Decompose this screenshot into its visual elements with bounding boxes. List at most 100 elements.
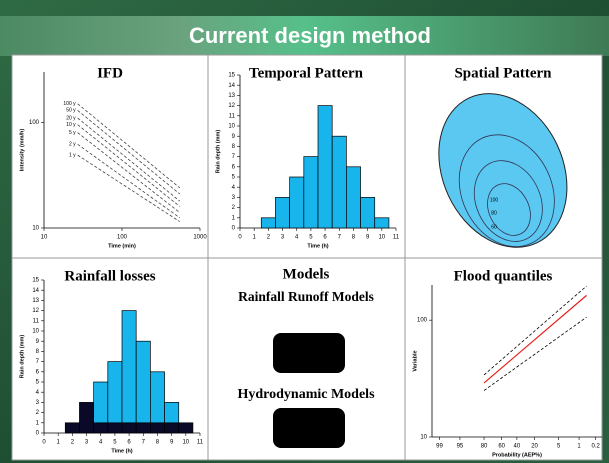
x-tick-label: 5 — [113, 440, 117, 446]
contour-map — [438, 93, 568, 248]
panel-title: Rainfall losses — [64, 268, 155, 284]
x-tick-label: 2 — [267, 235, 271, 241]
y-tick-label: 12 — [32, 308, 39, 314]
bar — [374, 217, 390, 229]
bar — [346, 166, 361, 229]
series-line — [77, 154, 180, 222]
bar — [178, 422, 194, 434]
bar — [107, 361, 123, 424]
x-tick-label: 11 — [197, 440, 204, 446]
bar — [93, 381, 109, 424]
x-tick-label: 7 — [338, 235, 342, 241]
x-tick-label: 11 — [393, 235, 400, 241]
x-tick-label: 100 — [117, 235, 128, 241]
bar — [150, 371, 165, 424]
y-tick-label: 6 — [36, 369, 40, 375]
x-axis-title: Probability (AEP%) — [492, 452, 542, 458]
y-tick-label: 11 — [229, 113, 236, 119]
series-label: 20 y — [66, 115, 76, 121]
series-label: 50 y — [66, 108, 76, 114]
bar — [93, 422, 109, 434]
x-tick-label: 10 — [41, 235, 48, 241]
y-tick-label: 8 — [36, 349, 40, 355]
series-line — [77, 143, 180, 219]
bar — [121, 310, 137, 424]
panel-title: Temporal Pattern — [249, 65, 364, 81]
y-tick-label: 10 — [32, 226, 39, 232]
x-tick-label: 80 — [481, 444, 488, 450]
y-tick-label: 14 — [32, 288, 39, 294]
y-tick-label: 9 — [232, 134, 236, 140]
x-tick-label: 3 — [85, 440, 89, 446]
model-box — [273, 408, 345, 448]
y-tick-label: 100 — [29, 120, 40, 126]
y-tick-label: 2 — [36, 410, 40, 416]
y-tick-label: 100 — [417, 318, 428, 324]
x-tick-label: 6 — [127, 440, 131, 446]
contour-line — [458, 134, 555, 248]
y-tick-label: 5 — [36, 380, 40, 386]
bar — [303, 156, 319, 229]
y-tick-label: 11 — [33, 318, 40, 324]
bar — [317, 105, 333, 229]
y-tick-label: 3 — [36, 400, 40, 406]
x-tick-label: 0.2 — [591, 444, 600, 450]
series-line — [77, 103, 181, 189]
bar — [164, 422, 180, 434]
header-band — [0, 16, 609, 56]
series-line — [483, 316, 587, 391]
x-tick-label: 1 — [57, 440, 61, 446]
bar — [64, 422, 80, 434]
panel-title: Spatial Pattern — [454, 65, 552, 81]
bar — [135, 340, 151, 424]
bar — [135, 422, 151, 434]
y-tick-label: 7 — [36, 359, 40, 365]
bar — [260, 217, 276, 229]
x-tick-label: 95 — [457, 444, 464, 450]
x-tick-label: 40 — [514, 444, 521, 450]
x-tick-label: 6 — [323, 235, 327, 241]
x-tick-label: 20 — [531, 444, 538, 450]
y-tick-label: 5 — [232, 175, 236, 181]
contour-label: 80 — [491, 210, 497, 216]
x-axis-title: Time (h) — [111, 448, 132, 454]
y-tick-label: 1 — [36, 420, 40, 426]
panel-title: Models — [283, 266, 330, 282]
bar — [121, 422, 137, 434]
x-tick-label: 1 — [577, 444, 581, 450]
y-tick-label: 15 — [32, 278, 39, 284]
x-axis-title: Time (h) — [307, 243, 328, 249]
x-tick-label: 1 — [253, 235, 257, 241]
series-line — [483, 285, 587, 376]
bar — [360, 197, 376, 229]
x-tick-label: 8 — [352, 235, 356, 241]
x-tick-label: 4 — [99, 440, 103, 446]
y-tick-label: 1 — [232, 215, 236, 221]
series-label: 1 y — [69, 152, 76, 158]
panel-title: Flood quantiles — [454, 268, 553, 284]
series-label: 5 y — [69, 130, 76, 136]
y-axis-title: Rain depth (mm) — [215, 130, 221, 174]
bar — [150, 422, 165, 434]
y-tick-label: 6 — [232, 164, 236, 170]
x-tick-label: 3 — [281, 235, 285, 241]
x-tick-label: 0 — [238, 235, 242, 241]
x-tick-label: 4 — [295, 235, 299, 241]
bar — [79, 402, 94, 434]
bar — [275, 197, 290, 229]
bar — [164, 402, 180, 424]
x-tick-label: 2 — [71, 440, 75, 446]
x-tick-label: 99 — [436, 444, 443, 450]
model-box — [273, 333, 345, 373]
y-tick-label: 2 — [232, 205, 236, 211]
contour-label: 100 — [490, 197, 499, 203]
y-tick-label: 7 — [232, 154, 236, 160]
x-tick-label: 5 — [309, 235, 313, 241]
contour-label: 60 — [491, 224, 497, 230]
model-label: Rainfall Runoff Models — [238, 289, 374, 304]
series-label: 10 y — [66, 122, 76, 128]
y-tick-label: 12 — [228, 103, 235, 109]
bar — [289, 176, 305, 229]
